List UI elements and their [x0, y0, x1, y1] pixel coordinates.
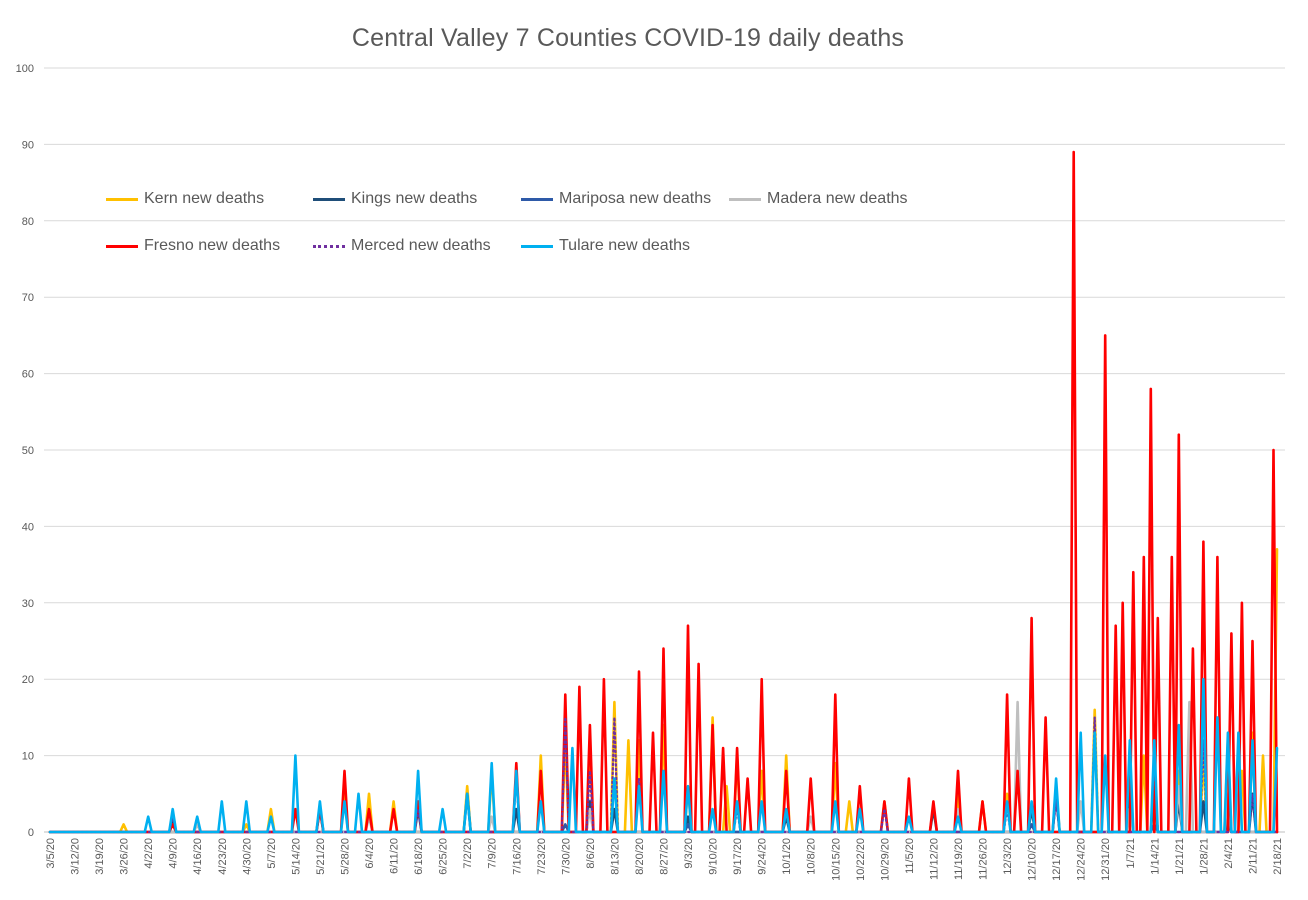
x-tick-label: 2/4/21 — [1223, 838, 1235, 869]
legend-swatch — [106, 244, 138, 248]
x-tick-label: 6/25/20 — [438, 838, 450, 875]
x-tick-label: 11/12/20 — [928, 838, 940, 880]
legend-swatch — [313, 197, 345, 201]
legend-item-madera: Madera new deaths — [729, 190, 908, 208]
y-tick-label: 60 — [22, 369, 34, 381]
y-tick-label: 70 — [22, 292, 34, 304]
x-tick-label: 7/30/20 — [560, 838, 572, 875]
x-tick-label: 5/21/20 — [315, 838, 327, 875]
x-tick-label: 11/5/20 — [904, 838, 916, 874]
x-tick-label: 4/23/20 — [217, 838, 229, 875]
x-tick-label: 10/1/20 — [781, 838, 793, 875]
x-axis-ticks: 3/5/20 3/12/20 3/19/20 3/26/20 4/2/20 4/9/20 4… — [45, 838, 1284, 881]
x-tick-label: 12/17/20 — [1051, 838, 1063, 881]
legend-swatch — [521, 244, 553, 248]
x-tick-label: 9/3/20 — [683, 838, 695, 869]
legend-label: Mariposa new deaths — [559, 190, 712, 207]
x-tick-label: 1/14/21 — [1149, 838, 1161, 875]
x-tick-label: 9/10/20 — [708, 838, 720, 875]
y-tick-label: 80 — [22, 216, 34, 228]
y-tick-label: 100 — [16, 63, 34, 75]
x-tick-label: 6/4/20 — [364, 838, 376, 869]
legend-item-merced: Merced new deaths — [313, 237, 491, 255]
x-tick-label: 12/31/20 — [1100, 838, 1112, 881]
legend-label: Merced new deaths — [351, 237, 491, 254]
x-tick-label: 7/23/20 — [536, 838, 548, 875]
x-tick-label: 12/3/20 — [1002, 838, 1014, 875]
x-tick-label: 8/6/20 — [585, 838, 597, 869]
legend-swatch — [521, 197, 553, 201]
x-tick-label: 10/8/20 — [806, 838, 818, 875]
x-tick-label: 2/11/21 — [1247, 838, 1259, 874]
x-tick-label: 8/20/20 — [634, 838, 646, 875]
legend-item-tulare: Tulare new deaths — [521, 237, 690, 255]
x-tick-label: 3/5/20 — [45, 838, 57, 869]
x-tick-label: 3/12/20 — [70, 838, 82, 875]
legend-swatch — [106, 197, 138, 201]
x-tick-label: 8/27/20 — [659, 838, 671, 875]
x-tick-label: 4/16/20 — [192, 838, 204, 875]
legend-swatch — [729, 197, 761, 201]
x-tick-label: 8/13/20 — [609, 838, 621, 875]
x-tick-label: 9/17/20 — [732, 838, 744, 875]
y-tick-label: 10 — [22, 751, 34, 763]
legend-label: Fresno new deaths — [144, 237, 281, 254]
series-lines — [48, 150, 1279, 834]
x-tick-label: 4/9/20 — [168, 838, 180, 869]
x-tick-label: 10/22/20 — [855, 838, 867, 881]
legend-label: Tulare new deaths — [559, 237, 691, 254]
x-tick-label: 1/7/21 — [1125, 838, 1137, 869]
x-tick-label: 11/26/20 — [978, 838, 990, 880]
x-tick-label: 3/19/20 — [94, 838, 106, 875]
x-tick-label: 1/28/21 — [1198, 838, 1210, 875]
y-tick-label: 90 — [22, 139, 34, 151]
y-tick-label: 20 — [22, 674, 34, 686]
y-axis-ticks: 0 10 20 30 40 50 60 70 80 90 100 — [16, 63, 34, 839]
legend-label: Madera new deaths — [767, 190, 908, 207]
legend-item-kings: Kings new deaths — [313, 190, 477, 208]
x-tick-label: 12/24/20 — [1076, 838, 1088, 881]
x-tick-label: 10/15/20 — [830, 838, 842, 881]
x-tick-label: 2/18/21 — [1272, 838, 1284, 875]
x-tick-label: 5/14/20 — [290, 838, 302, 875]
x-tick-label: 3/26/20 — [119, 838, 131, 875]
x-tick-label: 6/18/20 — [413, 838, 425, 875]
y-tick-label: 0 — [28, 827, 34, 839]
x-tick-label: 7/2/20 — [462, 838, 474, 869]
x-tick-label: 7/16/20 — [511, 838, 523, 875]
x-tick-label: 4/30/20 — [241, 838, 253, 875]
legend-item-mariposa: Mariposa new deaths — [521, 190, 711, 208]
legend-item-fresno: Fresno new deaths — [106, 237, 280, 255]
x-tick-label: 5/28/20 — [339, 838, 351, 875]
chart-title: Central Valley 7 Counties COVID-19 daily… — [351, 24, 905, 52]
x-tick-label: 6/11/20 — [389, 838, 401, 874]
x-tick-label: 5/7/20 — [266, 838, 278, 869]
legend-label: Kings new deaths — [351, 190, 478, 207]
series-line-tulare-new-deaths — [48, 677, 1279, 834]
legend-label: Kern new deaths — [144, 190, 265, 207]
y-tick-label: 30 — [22, 598, 34, 610]
legend-swatch — [313, 244, 345, 248]
y-tick-label: 50 — [22, 445, 34, 457]
x-tick-label: 10/29/20 — [879, 838, 891, 881]
x-tick-label: 11/19/20 — [953, 838, 965, 880]
x-tick-label: 4/2/20 — [143, 838, 155, 869]
legend-item-kern: Kern new deaths — [106, 190, 264, 208]
x-tick-label: 7/9/20 — [487, 838, 499, 869]
x-tick-label: 9/24/20 — [757, 838, 769, 875]
x-tick-label: 12/10/20 — [1027, 838, 1039, 881]
y-tick-label: 40 — [22, 521, 34, 533]
x-tick-label: 1/21/21 — [1174, 838, 1186, 875]
